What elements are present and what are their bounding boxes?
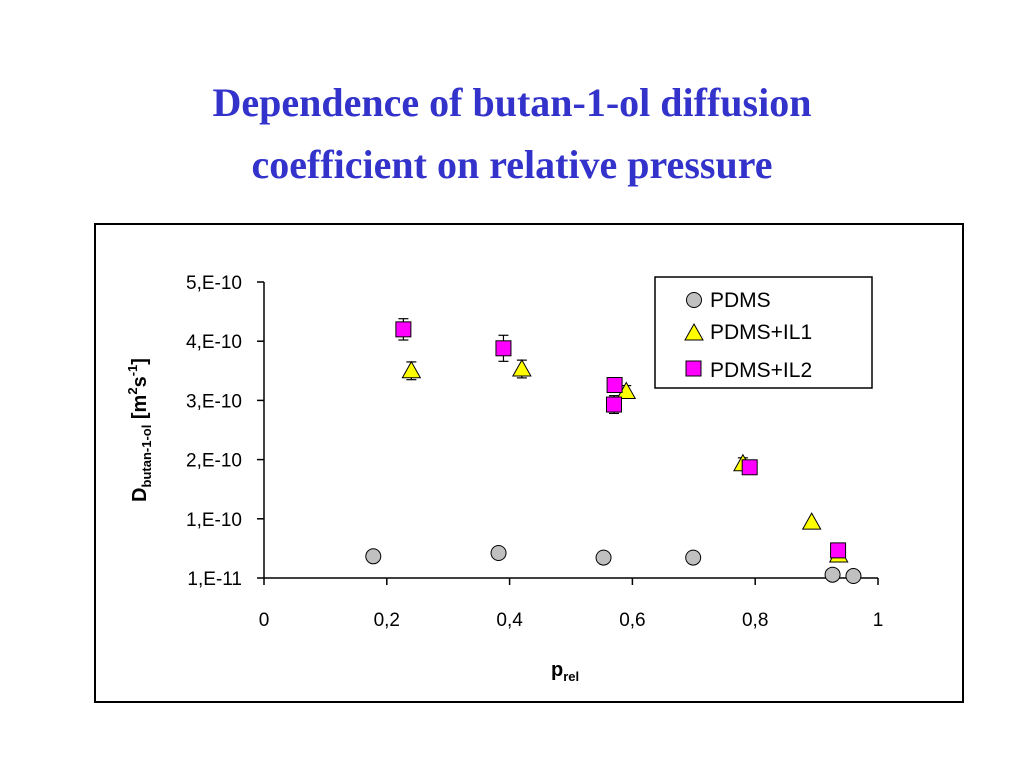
x-axis-title: prel: [551, 659, 579, 684]
data-point-pdms: [490, 545, 507, 562]
y-axis-title-unit-close: ]: [129, 358, 151, 365]
y-tick-label: 1,E-10: [186, 510, 242, 531]
y-axis-title-main: D: [129, 487, 151, 501]
y-tick-label: 4,E-10: [186, 332, 242, 353]
data-point-pdms-il1: [512, 359, 532, 377]
data-point-pdms-il2: [830, 542, 847, 559]
legend-label-pdms-il1: PDMS+IL1: [710, 321, 812, 344]
legend-marker-pdms-il1: [684, 322, 704, 341]
slide-title-line-2: coefficient on relative pressure: [251, 142, 773, 187]
data-point-pdms: [685, 549, 702, 566]
x-tick-label: 0,4: [496, 610, 523, 631]
x-axis-title-main: p: [551, 659, 563, 681]
data-point-pdms: [824, 566, 841, 583]
data-markers: [365, 321, 862, 585]
y-axis-title: Dbutan-1-ol [m2s-1]: [125, 358, 154, 502]
y-tick-label: 1,E-11: [187, 569, 242, 590]
x-tick-label: 0,2: [374, 610, 400, 631]
data-point-pdms-il2: [606, 377, 623, 394]
x-tick-label: 0,6: [619, 610, 645, 631]
data-point-pdms: [365, 548, 382, 565]
slide-title-line-1: Dependence of butan-1-ol diffusion: [212, 80, 812, 125]
data-point-pdms-il2: [495, 340, 512, 357]
data-point-pdms-il1: [401, 360, 422, 379]
y-axis-title-sub: butan-1-ol: [139, 425, 154, 488]
data-point-pdms-il2: [741, 459, 758, 476]
legend-label-pdms-il2: PDMS+IL2: [710, 359, 812, 382]
x-tick-label: 1: [873, 610, 884, 631]
legend-marker-pdms-il2: [685, 360, 702, 377]
data-point-pdms-il2: [605, 396, 622, 413]
legend-marker-pdms: [686, 292, 702, 308]
data-point-pdms: [595, 549, 612, 566]
y-tick-label: 3,E-10: [186, 391, 242, 412]
y-axis-title-sup-2: -1: [125, 365, 140, 377]
y-tick-label: 2,E-10: [186, 451, 242, 472]
data-point-pdms: [845, 568, 862, 585]
chart-ticks: 1,E-11 1,E-10 2,E-10 3,E-10 4,E-10 5,E-10 0 0,2…: [186, 273, 883, 631]
x-tick-label: 0: [259, 610, 270, 631]
y-axis-title-sup-1: 2: [125, 387, 140, 394]
y-axis-title-unit-open: [m: [129, 395, 151, 425]
slide-title: Dependence of butan-1-ol diffusion coeff…: [0, 72, 1024, 196]
x-axis-title-sub: rel: [563, 669, 579, 684]
data-point-pdms-il2: [395, 321, 412, 338]
x-tick-label: 0,8: [742, 610, 768, 631]
data-point-pdms-il1: [801, 512, 822, 530]
y-axis-title-mid: s: [129, 376, 151, 387]
y-tick-label: 5,E-10: [186, 273, 242, 294]
chart-axes: [263, 282, 878, 579]
legend: PDMS PDMS+IL1 PDMS+IL2: [654, 276, 873, 389]
legend-label-pdms: PDMS: [710, 289, 771, 312]
